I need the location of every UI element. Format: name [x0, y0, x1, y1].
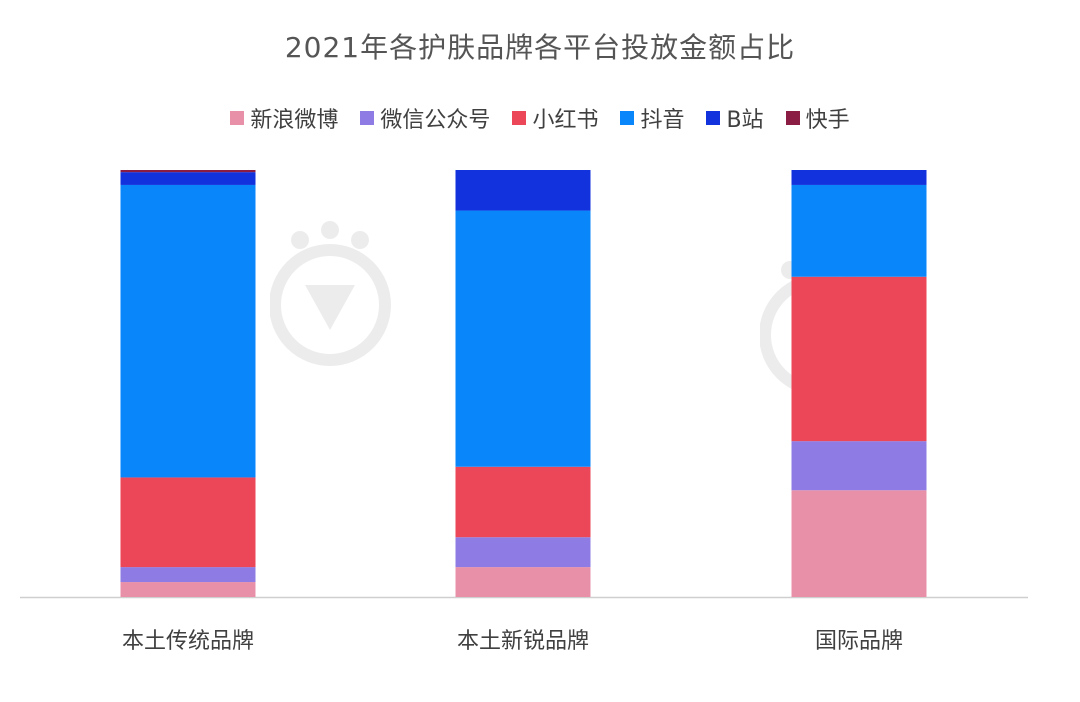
- bar-segment-bilibili-2: [455, 170, 591, 211]
- legend-swatch-weixin-gzh: [360, 111, 375, 125]
- bar-segment-xiaohongshu-2: [455, 466, 591, 538]
- bar-segment-xiaohongshu-3: [791, 276, 927, 442]
- legend-label-weixin-gzh: 微信公众号: [380, 108, 491, 133]
- bar-segment-weixin-gzh-3: [791, 441, 927, 491]
- bar-segment-xinlang-weibo-1: [120, 582, 256, 597]
- chart-legend: 新浪微博 微信公众号 小红书 抖音 B站 快手: [0, 102, 1080, 134]
- legend-label-xiaohongshu: 小红书: [532, 108, 599, 133]
- bar-segment-douyin-3: [791, 184, 927, 277]
- legend-item-xinlang-weibo: 新浪微博: [230, 102, 338, 134]
- legend-item-xiaohongshu: 小红书: [512, 102, 598, 134]
- x-tick-label-2: 本土新锐品牌: [457, 629, 589, 654]
- bar-segment-bilibili-3: [791, 170, 927, 185]
- legend-label-xinlang-weibo: 新浪微博: [250, 108, 339, 133]
- x-tick-label-3: 国际品牌: [815, 629, 903, 654]
- bar-segment-bilibili-1: [120, 172, 256, 185]
- legend-item-kuaishou: 快手: [785, 102, 850, 134]
- bar-segment-kuaishou-1: [120, 170, 256, 173]
- legend-label-douyin: 抖音: [640, 108, 685, 133]
- bar-segment-weixin-gzh-2: [455, 537, 591, 568]
- legend-label-kuaishou: 快手: [805, 108, 850, 133]
- legend-swatch-bilibili: [706, 111, 721, 125]
- chart-title: 2021年各护肤品牌各平台投放金额占比: [284, 31, 796, 64]
- bar-segment-xinlang-weibo-3: [791, 490, 927, 597]
- legend-item-douyin: 抖音: [620, 102, 684, 134]
- legend-swatch-kuaishou: [785, 111, 800, 125]
- legend-swatch-xinlang-weibo: [230, 111, 245, 125]
- bar-segment-weixin-gzh-1: [120, 567, 256, 583]
- bar-segment-douyin-1: [120, 184, 256, 478]
- legend-swatch-douyin: [620, 111, 635, 125]
- bar-segment-xinlang-weibo-2: [455, 567, 591, 597]
- legend-label-bilibili: B站: [726, 108, 764, 133]
- legend-item-bilibili: B站: [706, 102, 764, 134]
- bar-segment-xiaohongshu-1: [120, 477, 256, 568]
- legend-swatch-xiaohongshu: [512, 111, 527, 125]
- x-tick-label-1: 本土传统品牌: [122, 629, 254, 654]
- legend-item-weixin-gzh: 微信公众号: [360, 102, 490, 134]
- bar-segment-douyin-2: [455, 210, 591, 467]
